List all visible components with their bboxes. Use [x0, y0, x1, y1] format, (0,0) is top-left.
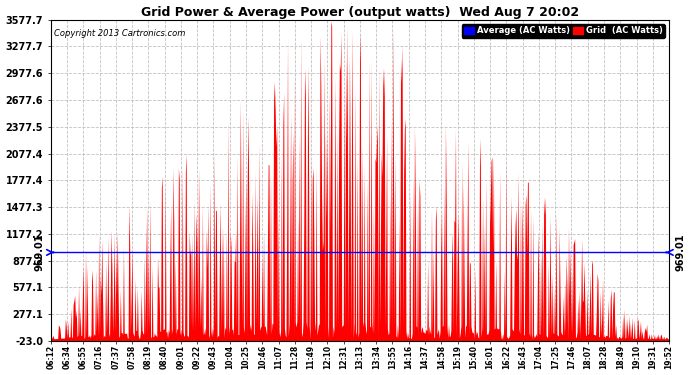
Text: 969.01: 969.01 — [676, 234, 685, 271]
Text: Copyright 2013 Cartronics.com: Copyright 2013 Cartronics.com — [54, 29, 185, 38]
Text: 969.01: 969.01 — [34, 234, 45, 271]
Legend: Average (AC Watts), Grid  (AC Watts): Average (AC Watts), Grid (AC Watts) — [462, 24, 665, 38]
Title: Grid Power & Average Power (output watts)  Wed Aug 7 20:02: Grid Power & Average Power (output watts… — [141, 6, 579, 18]
